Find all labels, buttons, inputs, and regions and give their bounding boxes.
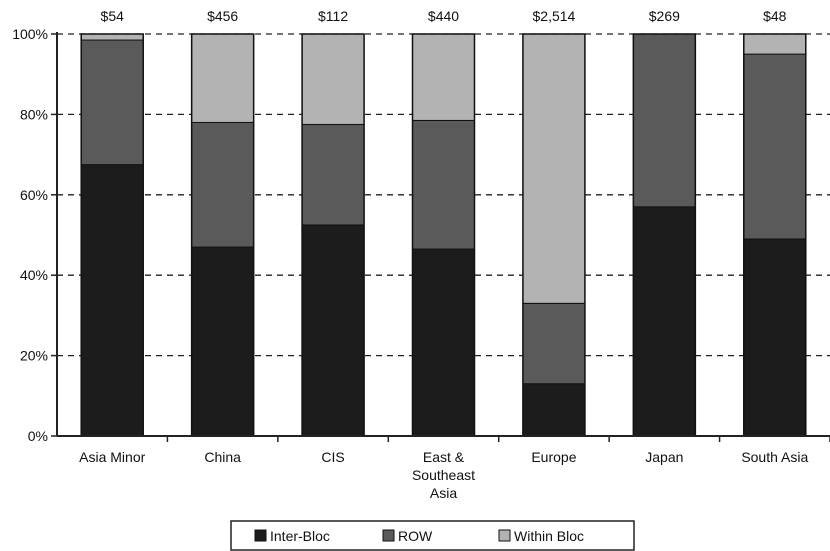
bar-segment-inter-bloc: [81, 165, 143, 436]
legend-label: Inter-Bloc: [270, 528, 330, 544]
x-tick-label: China: [204, 449, 241, 465]
total-label: $440: [428, 8, 459, 24]
bar-segment-inter-bloc: [633, 207, 695, 436]
bar-segment-within-bloc: [744, 34, 806, 54]
bar-segment-within-bloc: [192, 34, 254, 122]
legend-label: ROW: [398, 528, 433, 544]
bar-segment-row: [302, 124, 364, 225]
y-tick-label: 0%: [28, 428, 48, 444]
bar-segment-inter-bloc: [302, 225, 364, 436]
legend-swatch: [255, 530, 266, 541]
total-label: $269: [649, 8, 680, 24]
y-tick-label: 20%: [20, 348, 48, 364]
bar-segment-row: [523, 303, 585, 383]
bar-segment-row: [633, 34, 695, 207]
y-tick-labels: 0% 20% 40% 60% 80% 100%: [12, 26, 48, 444]
bar-segment-within-bloc: [413, 34, 475, 120]
y-tick-label: 80%: [20, 106, 48, 122]
total-label: $456: [207, 8, 238, 24]
bar-segment-inter-bloc: [523, 384, 585, 436]
bar-segment-row: [192, 122, 254, 247]
x-tick-labels: Asia Minor China CIS East & Southeast Asia Eur…: [79, 449, 808, 501]
bar-segment-row: [81, 40, 143, 165]
bar-segment-within-bloc: [302, 34, 364, 124]
total-label: $54: [101, 8, 125, 24]
y-tick-label: 100%: [12, 26, 48, 42]
x-tick-label: South Asia: [741, 449, 808, 465]
bar-segment-inter-bloc: [413, 249, 475, 436]
legend-label: Within Bloc: [514, 528, 584, 544]
total-label: $2,514: [533, 8, 576, 24]
x-tick-label: CIS: [321, 449, 344, 465]
x-tick-label: Europe: [531, 449, 576, 465]
total-labels: $54 $456 $112 $440 $2,514 $269 $48: [101, 8, 787, 24]
x-tick-label: Japan: [645, 449, 683, 465]
y-tick-label: 40%: [20, 267, 48, 283]
bars: [81, 34, 806, 436]
x-tick-label: Asia Minor: [79, 449, 145, 465]
y-tick-label: 60%: [20, 187, 48, 203]
bar-segment-within-bloc: [523, 34, 585, 303]
total-label: $48: [763, 8, 787, 24]
legend-swatch: [383, 530, 394, 541]
legend: Inter-Bloc ROW Within Bloc: [231, 521, 634, 550]
bar-segment-within-bloc: [81, 34, 143, 40]
bar-segment-row: [413, 120, 475, 249]
legend-swatch: [499, 530, 510, 541]
x-tick-label: East & Southeast Asia: [412, 449, 475, 501]
bar-segment-row: [744, 54, 806, 239]
bar-segment-inter-bloc: [192, 247, 254, 436]
bar-segment-inter-bloc: [744, 239, 806, 436]
total-label: $112: [318, 8, 348, 24]
